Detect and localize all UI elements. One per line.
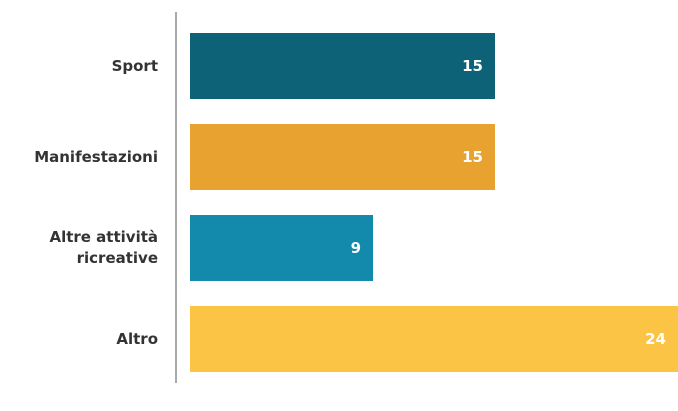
bar xyxy=(190,215,373,281)
category-axis xyxy=(175,12,177,383)
value-label: 24 xyxy=(645,330,666,348)
category-label: Sport xyxy=(111,56,158,75)
value-label: 15 xyxy=(462,57,483,75)
category-label: Altro xyxy=(116,329,158,348)
bar xyxy=(190,306,678,372)
bar xyxy=(190,33,495,99)
category-label: Altre attività ricreative xyxy=(49,228,158,267)
value-label: 9 xyxy=(350,239,361,257)
category-label: Manifestazioni xyxy=(34,147,158,166)
bar xyxy=(190,124,495,190)
value-label: 15 xyxy=(462,148,483,166)
